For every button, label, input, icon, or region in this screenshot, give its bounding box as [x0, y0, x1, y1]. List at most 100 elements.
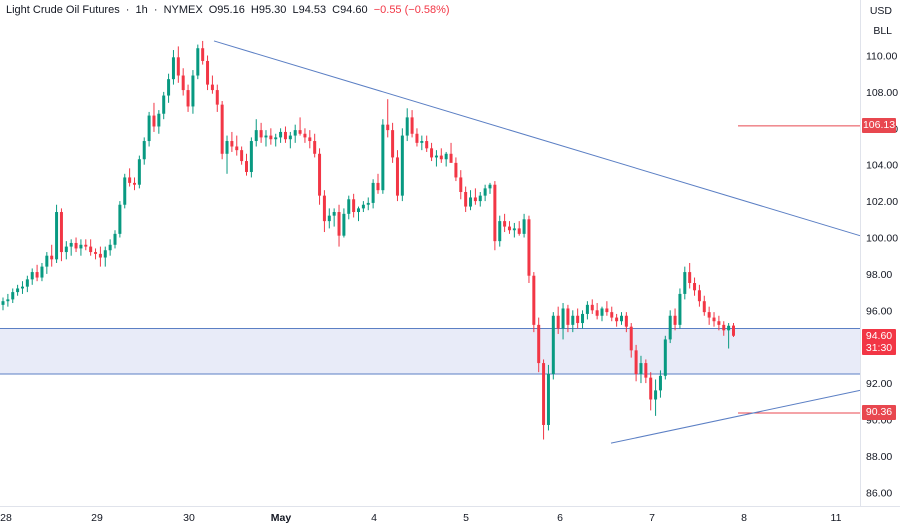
candle-body	[357, 208, 361, 213]
unit-label[interactable]: BLL	[873, 25, 892, 37]
candle-body	[11, 292, 15, 300]
candle-body	[512, 228, 516, 231]
ohlc-close: C94.60	[332, 4, 368, 16]
current-price-tag: 94.60 31:30	[862, 329, 896, 356]
candle-body	[186, 90, 190, 107]
candle-body	[619, 315, 623, 322]
level-tag-high: 106.13	[862, 118, 896, 134]
candle-body	[167, 79, 171, 96]
candle-body	[64, 246, 68, 253]
y-tick-label: 104.00	[866, 160, 898, 172]
candle-body	[152, 115, 156, 127]
candle-body	[561, 308, 565, 329]
support-zone-layer	[0, 328, 860, 375]
ohlc-low: L94.53	[292, 4, 327, 16]
candle-body	[469, 197, 473, 207]
x-tick-label: 28	[0, 512, 12, 524]
candle-body	[40, 266, 44, 278]
candle-body	[35, 272, 39, 278]
interval-label[interactable]: 1h	[135, 4, 148, 16]
symbol-name[interactable]: Light Crude Oil Futures	[6, 4, 120, 16]
currency-label[interactable]: USD	[869, 5, 892, 17]
candle-body	[308, 137, 312, 142]
x-tick-label: 11	[831, 512, 842, 524]
candle-body	[624, 315, 628, 327]
candle-body	[235, 146, 239, 151]
candle-body	[259, 130, 263, 138]
candle-body	[59, 212, 63, 253]
candle-body	[303, 133, 307, 138]
candle-body	[108, 244, 112, 251]
candle-body	[668, 315, 672, 340]
candle-body	[162, 95, 166, 114]
candle-body	[688, 272, 692, 283]
candle-body	[191, 75, 195, 107]
candle-body	[20, 286, 24, 289]
y-tick-label: 98.00	[866, 269, 892, 281]
candle-body	[225, 141, 229, 154]
candle-body	[576, 315, 580, 324]
candle-body	[488, 184, 492, 189]
interval-sep: ·	[153, 4, 158, 16]
exchange-label: NYMEX	[163, 4, 203, 16]
x-tick-label: 6	[557, 512, 563, 524]
candle-body	[322, 195, 326, 222]
y-tick-label: 86.00	[866, 487, 892, 499]
candle-body	[615, 317, 619, 322]
candle-body	[381, 124, 385, 191]
price-change: −0.55 (−0.58%)	[373, 4, 450, 16]
candle-body	[503, 221, 507, 227]
candle-body	[546, 374, 550, 425]
y-tick-label: 108.00	[866, 87, 898, 99]
x-tick-label: May	[271, 512, 292, 524]
candle-body	[318, 153, 322, 196]
candle-body	[722, 324, 726, 331]
candle-body	[371, 182, 375, 203]
candle-body	[697, 290, 701, 302]
x-tick-label: 8	[741, 512, 747, 524]
candle-body	[683, 272, 687, 294]
candle-body	[132, 182, 136, 185]
candle-body	[50, 255, 54, 260]
candle-body	[176, 57, 180, 76]
candle-body	[600, 308, 604, 316]
candle-body	[425, 141, 429, 149]
candle-body	[89, 246, 93, 253]
candle-body	[254, 130, 258, 142]
candle-body	[712, 317, 716, 322]
candle-body	[727, 325, 731, 331]
y-tick-label: 102.00	[866, 196, 898, 208]
candle-body	[1, 301, 5, 305]
candle-body	[123, 177, 127, 205]
candle-body	[157, 113, 161, 127]
x-tick-label: 30	[183, 512, 195, 524]
candle-body	[332, 212, 336, 216]
candles-layer	[1, 40, 735, 440]
candle-body	[537, 324, 541, 364]
candle-body	[98, 253, 102, 258]
candle-body	[658, 375, 662, 391]
y-tick-label: 88.00	[866, 451, 892, 463]
descending-trendline	[213, 40, 861, 237]
candle-body	[605, 308, 609, 313]
candle-body	[279, 131, 283, 138]
level-tag-low: 90.36	[862, 405, 896, 421]
candle-body	[55, 212, 59, 260]
candle-body	[269, 135, 273, 140]
candle-body	[693, 283, 697, 291]
candle-body	[702, 301, 706, 313]
candle-body	[464, 192, 468, 207]
ohlc-high: H95.30	[250, 4, 287, 16]
candle-body	[400, 135, 404, 196]
candle-body	[585, 304, 589, 314]
candle-body	[245, 161, 248, 172]
x-tick-label: 4	[371, 512, 377, 524]
candle-body	[483, 188, 487, 196]
candle-body	[220, 104, 224, 154]
x-tick-label: 7	[649, 512, 655, 524]
ascending-trendline	[610, 389, 861, 444]
candle-body	[137, 159, 141, 185]
candle-body	[69, 242, 73, 247]
